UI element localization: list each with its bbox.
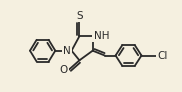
Text: O: O (59, 65, 68, 75)
Text: N: N (63, 46, 71, 56)
Text: Cl: Cl (157, 51, 167, 61)
Text: S: S (76, 11, 83, 21)
Text: NH: NH (94, 31, 109, 41)
